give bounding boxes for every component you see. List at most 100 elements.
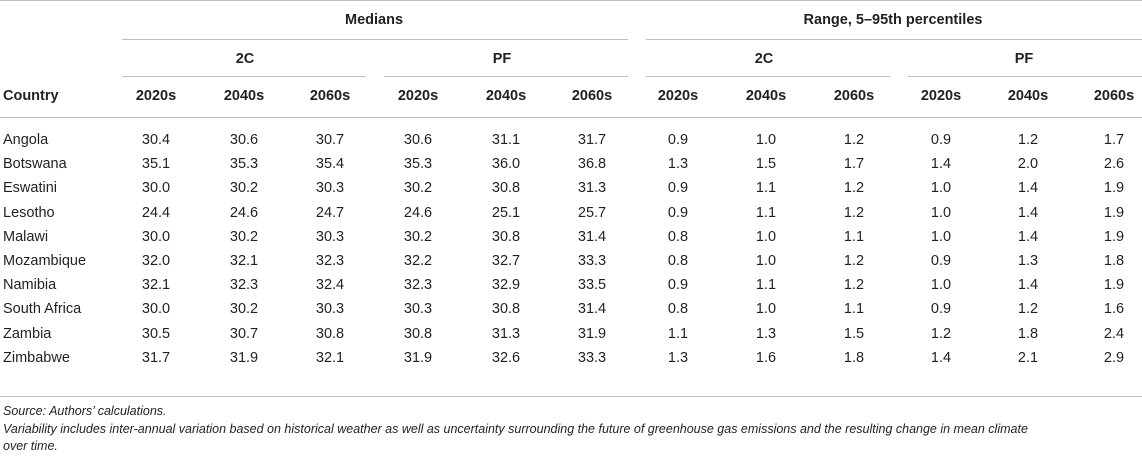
- table-cell: 1.8: [1103, 253, 1125, 269]
- table-cell: 0.9: [667, 132, 689, 148]
- table-cell: 30.2: [403, 180, 433, 197]
- table-cell: 1.3: [1017, 253, 1039, 269]
- table-cell: 1.2: [843, 180, 865, 197]
- bottom-rule: [0, 396, 1142, 397]
- table-cell: 31.7: [577, 132, 607, 148]
- table-cell: 0.8: [667, 228, 689, 245]
- table-cell: 32.1: [315, 349, 345, 366]
- table-cell: 31.9: [577, 325, 607, 342]
- table-cell: 1.2: [843, 253, 865, 269]
- table-cell: 1.1: [843, 228, 865, 245]
- table-cell: 25.7: [577, 204, 607, 221]
- table-cell: 1.9: [1103, 180, 1125, 197]
- table-cell: 32.3: [229, 277, 259, 294]
- table-cell: 32.3: [315, 253, 345, 269]
- table-cell: 30.7: [229, 325, 259, 342]
- table-cell: 36.0: [491, 156, 521, 173]
- table-cell: 35.4: [315, 156, 345, 173]
- row-country: Zimbabwe: [3, 349, 70, 366]
- table-cell: 31.9: [229, 349, 259, 366]
- row-country: Lesotho: [3, 204, 55, 221]
- table-cell: 35.3: [403, 156, 433, 173]
- table-cell: 30.3: [403, 301, 433, 318]
- table-cell: 30.6: [229, 132, 259, 148]
- column-header-period: 2040s: [745, 88, 787, 104]
- table-cell: 1.1: [755, 204, 777, 221]
- scenario-rule: [646, 76, 890, 77]
- table-cell: 31.3: [577, 180, 607, 197]
- variability-note-line: over time.: [3, 439, 58, 453]
- table-cell: 32.7: [491, 253, 521, 269]
- table-cell: 2.9: [1103, 349, 1125, 366]
- table-cell: 0.9: [667, 277, 689, 294]
- table-cell: 1.6: [1103, 301, 1125, 318]
- table-cell: 24.7: [315, 204, 345, 221]
- table-cell: 30.3: [315, 228, 345, 245]
- column-header-period: 2020s: [135, 88, 177, 104]
- table-cell: 2.4: [1103, 325, 1125, 342]
- table-cell: 30.3: [315, 180, 345, 197]
- table-cell: 30.8: [403, 325, 433, 342]
- table-cell: 1.0: [930, 204, 952, 221]
- row-country: Malawi: [3, 228, 49, 245]
- table-cell: 1.4: [930, 349, 952, 366]
- table-cell: 1.4: [1017, 277, 1039, 294]
- scenario-rule: [122, 76, 366, 77]
- table-cell: 1.3: [667, 349, 689, 366]
- table-cell: 31.3: [491, 325, 521, 342]
- table-cell: 30.8: [315, 325, 345, 342]
- scenario-rule: [908, 76, 1142, 77]
- table-cell: 33.3: [577, 349, 607, 366]
- table-cell: 1.0: [755, 253, 777, 269]
- group-rule-medians: [122, 39, 628, 40]
- table-cell: 30.4: [141, 132, 171, 148]
- table-cell: 30.2: [229, 301, 259, 318]
- table-cell: 1.4: [930, 156, 952, 173]
- table-cell: 1.9: [1103, 277, 1125, 294]
- row-country: Zambia: [3, 325, 52, 342]
- table-cell: 24.4: [141, 204, 171, 221]
- table-cell: 24.6: [229, 204, 259, 221]
- column-header-period: 2040s: [1007, 88, 1049, 104]
- column-header-period: 2020s: [657, 88, 699, 104]
- row-country: Angola: [3, 132, 49, 148]
- table-cell: 1.5: [843, 325, 865, 342]
- table-cell: 31.7: [141, 349, 171, 366]
- table-cell: 32.3: [403, 277, 433, 294]
- table-cell: 1.0: [930, 228, 952, 245]
- table-cell: 1.1: [843, 301, 865, 318]
- table-cell: 1.0: [755, 132, 777, 148]
- table-cell: 30.5: [141, 325, 171, 342]
- scenario-header: 2C: [235, 51, 255, 67]
- table-cell: 30.8: [491, 301, 521, 318]
- table-cell: 1.2: [1017, 132, 1039, 148]
- column-header-period: 2020s: [920, 88, 962, 104]
- table-cell: 30.2: [229, 180, 259, 197]
- column-header-period: 2060s: [833, 88, 875, 104]
- table-cell: 1.4: [1017, 180, 1039, 197]
- group-header-medians: Medians: [344, 12, 404, 28]
- table-cell: 30.6: [403, 132, 433, 148]
- table-cell: 2.1: [1017, 349, 1039, 366]
- table-cell: 0.8: [667, 301, 689, 318]
- table-cell: 1.4: [1017, 228, 1039, 245]
- scenario-header: 2C: [754, 51, 774, 67]
- table-cell: 0.9: [930, 253, 952, 269]
- table-cell: 1.0: [930, 180, 952, 197]
- table-cell: 1.4: [1017, 204, 1039, 221]
- table-cell: 30.7: [315, 132, 345, 148]
- table-cell: 2.0: [1017, 156, 1039, 173]
- column-header-period: 2060s: [309, 88, 351, 104]
- table-cell: 1.2: [843, 204, 865, 221]
- table-cell: 1.3: [667, 156, 689, 173]
- source-note: Source: Authors’ calculations.: [3, 404, 167, 418]
- table-cell: 25.1: [491, 204, 521, 221]
- table-cell: 30.0: [141, 301, 171, 318]
- row-country: Mozambique: [3, 253, 87, 269]
- variability-note-line: Variability includes inter-annual variat…: [3, 422, 1028, 436]
- table-cell: 35.3: [229, 156, 259, 173]
- table-cell: 1.0: [755, 228, 777, 245]
- table-cell: 31.4: [577, 228, 607, 245]
- table-cell: 1.6: [755, 349, 777, 366]
